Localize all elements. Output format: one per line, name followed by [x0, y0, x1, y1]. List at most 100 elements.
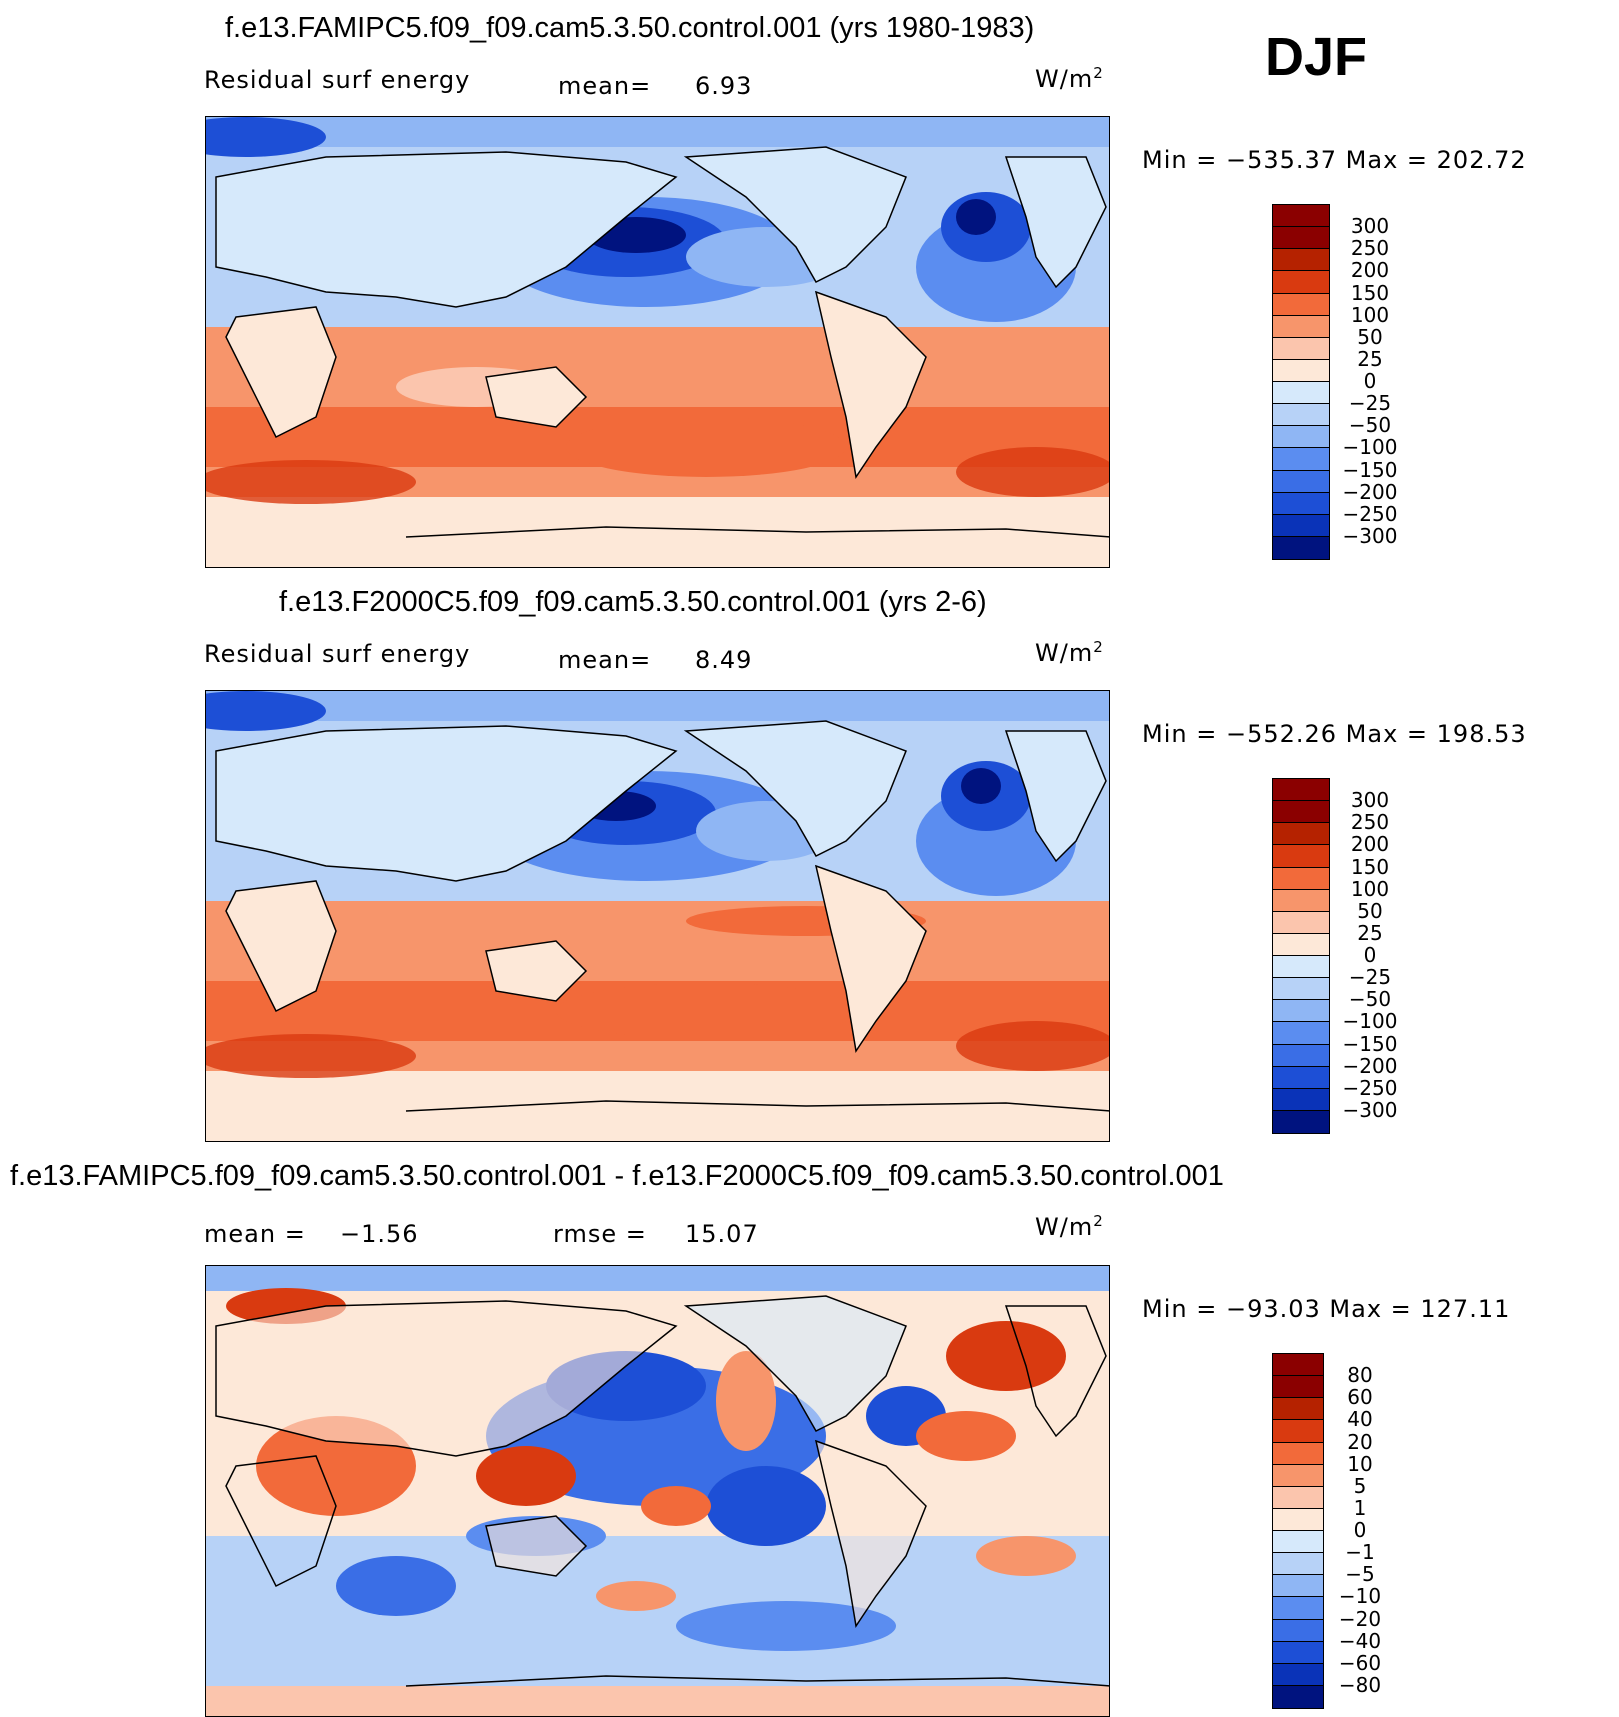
colorbar-tick-label: −60 — [1338, 1650, 1382, 1675]
panel-1-colorbar-labels: 300 250 200 150 100 50 25 0 −25 −50 −100 −150 −200 −2… — [1335, 204, 1405, 560]
colorbar-segment — [1273, 359, 1329, 382]
panel-3-mean-label: mean = — [204, 1220, 306, 1248]
colorbar-tick-label: 250 — [1350, 236, 1390, 261]
panel-3-title: f.e13.FAMIPC5.f09_f09.cam5.3.50.control.… — [10, 1160, 1224, 1192]
panel-2-title: f.e13.F2000C5.f09_f09.cam5.3.50.control.… — [279, 586, 987, 618]
colorbar-segment — [1273, 1663, 1323, 1686]
panel-2-mean-value: 8.49 — [695, 646, 753, 674]
colorbar-segment — [1273, 514, 1329, 537]
colorbar-tick-label: −25 — [1348, 965, 1392, 990]
colorbar-segment — [1273, 1110, 1329, 1133]
colorbar-segment — [1273, 933, 1329, 956]
colorbar-tick-label: 100 — [1350, 876, 1390, 901]
colorbar-segment — [1273, 1575, 1323, 1598]
colorbar-tick-label: 200 — [1350, 258, 1390, 283]
colorbar-tick-label: 20 — [1347, 1429, 1373, 1454]
colorbar-segment — [1273, 1442, 1323, 1465]
colorbar-tick-label: 300 — [1350, 788, 1390, 813]
colorbar-segment — [1273, 404, 1329, 427]
colorbar-segment — [1273, 1597, 1323, 1620]
colorbar-tick-label: 0 — [1363, 369, 1377, 393]
colorbar-segment — [1273, 382, 1329, 405]
colorbar-tick-label: 80 — [1347, 1363, 1373, 1388]
colorbar-segment — [1273, 205, 1329, 228]
colorbar-segment — [1273, 1376, 1323, 1399]
panel-1-title: f.e13.FAMIPC5.f09_f09.cam5.3.50.control.… — [225, 12, 1035, 44]
colorbar-segment — [1273, 426, 1329, 449]
colorbar-segment — [1273, 1022, 1329, 1045]
colorbar-tick-label: 25 — [1357, 346, 1383, 371]
panel-3-rmse-label: rmse = — [553, 1220, 647, 1248]
panel-2-map — [205, 690, 1110, 1142]
colorbar-segment — [1273, 845, 1329, 868]
season-label: DJF — [1265, 27, 1368, 87]
colorbar-segment — [1273, 956, 1329, 979]
colorbar-tick-label: −250 — [1342, 1075, 1398, 1100]
colorbar-tick-label: −100 — [1342, 435, 1398, 460]
colorbar-segment — [1273, 823, 1329, 846]
colorbar-tick-label: −300 — [1342, 1097, 1398, 1122]
panel-2-mean-label: mean= — [558, 646, 652, 674]
panel-1-mean-label: mean= — [558, 72, 652, 100]
colorbar-tick-label: −250 — [1342, 501, 1398, 526]
colorbar-tick-label: −150 — [1342, 457, 1398, 482]
panel-2-colorbar — [1272, 778, 1330, 1134]
colorbar-segment — [1273, 1641, 1323, 1664]
panel-1-units: W/m2 — [1035, 64, 1104, 93]
colorbar-segment — [1273, 978, 1329, 1001]
colorbar-tick-label: −25 — [1348, 391, 1392, 416]
colorbar-tick-label: 200 — [1350, 832, 1390, 857]
colorbar-tick-label: −100 — [1342, 1009, 1398, 1034]
colorbar-segment — [1273, 492, 1329, 515]
panel-1-minmax: Min = −535.37 Max = 202.72 — [1142, 146, 1527, 174]
colorbar-tick-label: −10 — [1338, 1584, 1382, 1609]
panel-3-mean-value: −1.56 — [340, 1220, 419, 1248]
colorbar-tick-label: 300 — [1350, 214, 1390, 239]
panel-2-variable-label: Residual surf energy — [204, 640, 471, 668]
colorbar-tick-label: 50 — [1357, 324, 1383, 349]
colorbar-segment — [1273, 779, 1329, 802]
colorbar-segment — [1273, 293, 1329, 316]
colorbar-segment — [1273, 1508, 1323, 1531]
colorbar-segment — [1273, 1685, 1323, 1708]
colorbar-tick-label: 250 — [1350, 810, 1390, 835]
colorbar-segment — [1273, 249, 1329, 272]
colorbar-segment — [1273, 1354, 1323, 1377]
panel-1-variable-label: Residual surf energy — [204, 66, 471, 94]
colorbar-tick-label: 5 — [1353, 1473, 1367, 1498]
colorbar-segment — [1273, 470, 1329, 493]
panel-3-colorbar-labels: 80 60 40 20 10 5 1 0 −1 −5 −10 −20 −40 −60 −80 — [1325, 1353, 1395, 1709]
colorbar-tick-label: 40 — [1347, 1407, 1373, 1432]
colorbar-tick-label: −20 — [1338, 1606, 1382, 1631]
colorbar-segment — [1273, 315, 1329, 338]
colorbar-segment — [1273, 536, 1329, 559]
colorbar-tick-label: −300 — [1342, 523, 1398, 548]
colorbar-tick-label: −150 — [1342, 1031, 1398, 1056]
colorbar-segment — [1273, 911, 1329, 934]
panel-2-units: W/m2 — [1035, 638, 1104, 667]
colorbar-segment — [1273, 1088, 1329, 1111]
colorbar-segment — [1273, 1420, 1323, 1443]
colorbar-tick-label: 150 — [1350, 280, 1390, 305]
colorbar-segment — [1273, 1464, 1323, 1487]
colorbar-tick-label: 0 — [1363, 943, 1377, 967]
colorbar-tick-label: −40 — [1338, 1628, 1382, 1653]
colorbar-segment — [1273, 1531, 1323, 1554]
colorbar-tick-label: −200 — [1342, 479, 1398, 504]
colorbar-segment — [1273, 1398, 1323, 1421]
colorbar-tick-label: 60 — [1347, 1385, 1373, 1410]
colorbar-tick-label: −50 — [1348, 987, 1392, 1012]
colorbar-tick-label: −200 — [1342, 1053, 1398, 1078]
colorbar-tick-label: 50 — [1357, 898, 1383, 923]
panel-1-mean-value: 6.93 — [695, 72, 753, 100]
panel-2-colorbar-labels: 300 250 200 150 100 50 25 0 −25 −50 −100 −150 −200 −2… — [1335, 778, 1405, 1134]
colorbar-segment — [1273, 801, 1329, 824]
colorbar-tick-label: 150 — [1350, 854, 1390, 879]
panel-3-minmax: Min = −93.03 Max = 127.11 — [1142, 1295, 1511, 1323]
colorbar-segment — [1273, 1619, 1323, 1642]
panel-3-colorbar — [1272, 1353, 1324, 1709]
colorbar-segment — [1273, 1066, 1329, 1089]
colorbar-segment — [1273, 1044, 1329, 1067]
panel-1-colorbar — [1272, 204, 1330, 560]
colorbar-tick-label: −5 — [1345, 1562, 1375, 1587]
